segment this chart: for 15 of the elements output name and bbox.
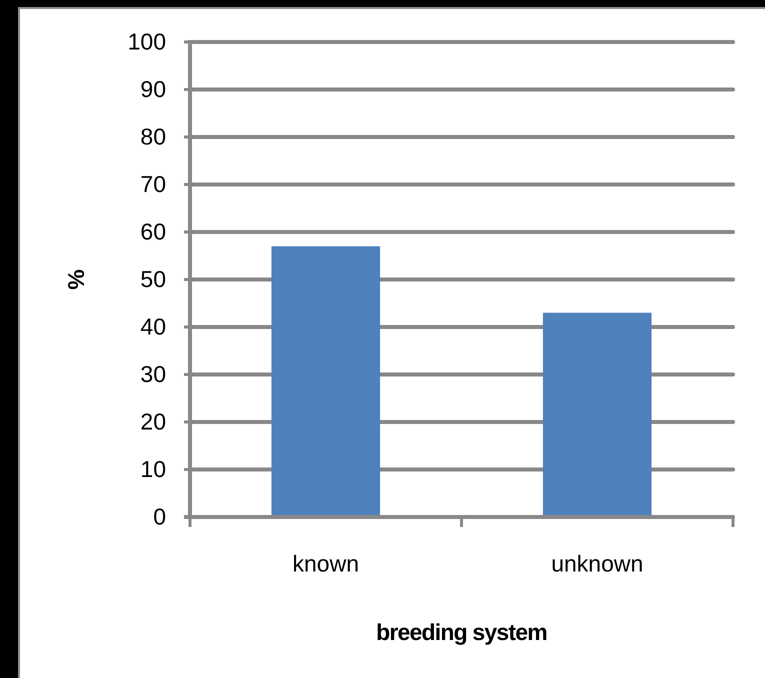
x-tick-label: unknown xyxy=(551,550,644,576)
y-tick-label: 70 xyxy=(140,170,166,197)
y-tick-label: 50 xyxy=(140,266,166,292)
y-tick-label: 0 xyxy=(153,503,166,530)
y-tick-label: 60 xyxy=(140,218,166,244)
y-tick-label: 10 xyxy=(140,456,166,482)
y-tick-label: 20 xyxy=(140,408,166,434)
y-tick-label: 100 xyxy=(128,28,166,54)
y-axis-title: % xyxy=(63,269,89,290)
y-tick-label: 30 xyxy=(140,360,166,387)
y-tick-label: 90 xyxy=(140,76,166,102)
x-tick-label: known xyxy=(292,550,359,576)
x-axis-title: breeding system xyxy=(376,619,548,645)
y-tick-label: 80 xyxy=(140,123,166,150)
y-tick-label: 40 xyxy=(140,313,166,340)
